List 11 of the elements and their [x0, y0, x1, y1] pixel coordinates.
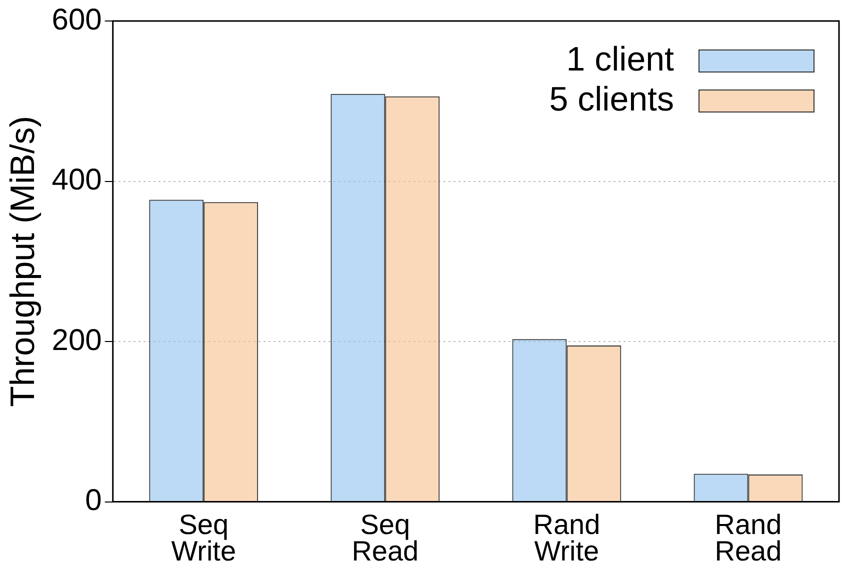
y-tick-label: 600: [52, 3, 102, 36]
x-tick-label: Seq Write: [171, 508, 236, 566]
y-tick-label: 0: [85, 484, 102, 518]
y-tick-label: 400: [52, 164, 102, 197]
y-axis-title: Throughput (MiB/s): [4, 116, 42, 407]
legend-label: 5 clients: [549, 80, 674, 118]
x-tick-label: Rand Write: [533, 508, 600, 566]
x-tick-label: Rand Read: [714, 508, 782, 566]
legend-label: 1 client: [566, 40, 675, 78]
x-tick-label: Seq Read: [352, 508, 419, 566]
y-tick-label: 200: [52, 324, 102, 357]
